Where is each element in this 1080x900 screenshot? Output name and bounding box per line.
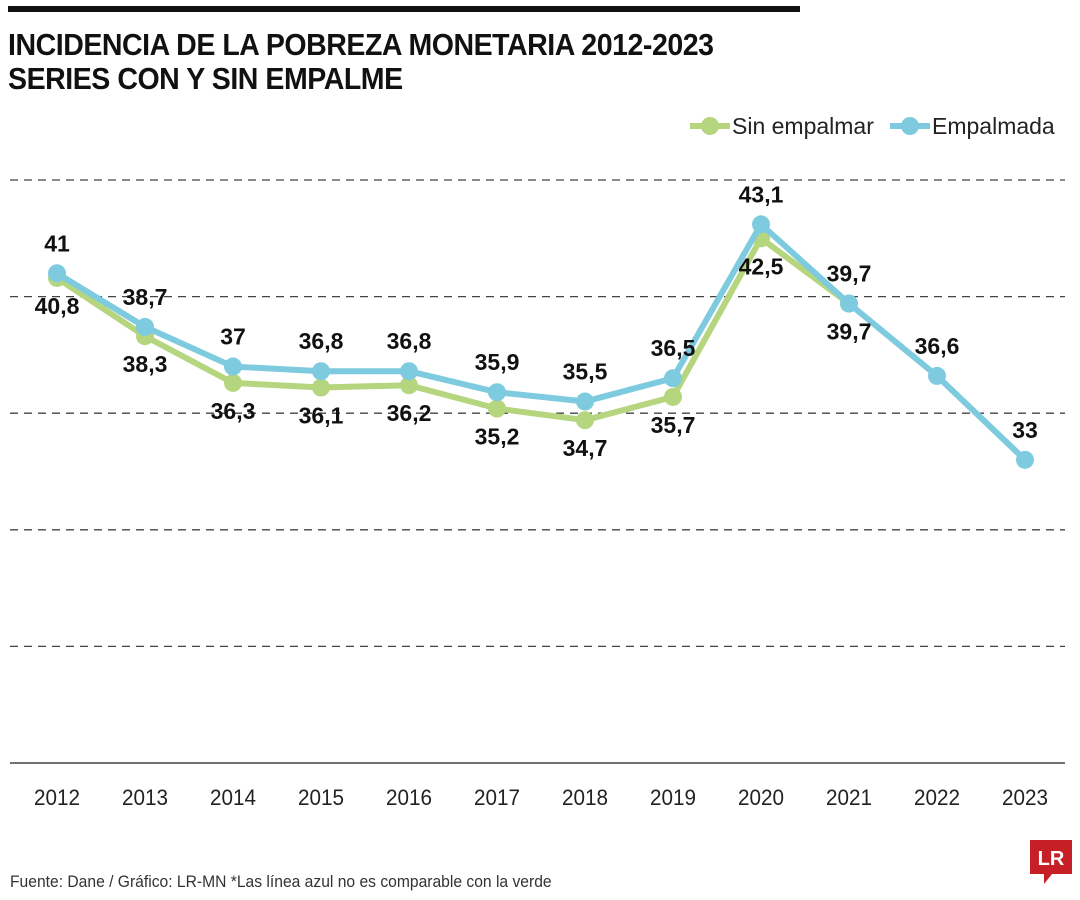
- data-label: 40,8: [35, 293, 80, 319]
- data-point: [928, 367, 946, 385]
- x-tick-label: 2021: [826, 785, 872, 810]
- data-label: 38,3: [123, 351, 168, 377]
- x-tick-label: 2023: [1002, 785, 1048, 810]
- data-point: [1016, 451, 1034, 469]
- legend-label: Sin empalmar: [732, 113, 874, 139]
- data-point: [664, 369, 682, 387]
- x-tick-label: 2012: [34, 785, 80, 810]
- data-point: [576, 411, 594, 429]
- x-tick-label: 2022: [914, 785, 960, 810]
- legend: Sin empalmar Empalmada: [690, 113, 1055, 139]
- data-label: 34,7: [563, 435, 608, 461]
- data-point: [312, 379, 330, 397]
- gridlines: [10, 180, 1065, 763]
- data-point: [576, 393, 594, 411]
- x-tick-label: 2016: [386, 785, 432, 810]
- data-point: [224, 358, 242, 376]
- data-label: 35,5: [563, 359, 608, 385]
- data-label: 39,7: [827, 319, 872, 345]
- legend-swatch-dot: [701, 117, 719, 135]
- data-point: [488, 383, 506, 401]
- data-label: 36,8: [387, 328, 432, 354]
- data-point: [488, 400, 506, 418]
- data-label: 36,2: [387, 400, 432, 426]
- x-tick-label: 2017: [474, 785, 520, 810]
- data-label: 37: [220, 324, 246, 350]
- x-tick-label: 2015: [298, 785, 344, 810]
- data-point: [840, 295, 858, 313]
- data-label: 43,1: [739, 181, 784, 207]
- series-lines: [48, 215, 1034, 469]
- data-label: 38,7: [123, 284, 168, 310]
- data-label: 42,5: [739, 253, 784, 279]
- legend-swatch-dot: [901, 117, 919, 135]
- x-tick-label: 2013: [122, 785, 168, 810]
- data-point: [752, 215, 770, 233]
- data-label: 35,7: [651, 412, 696, 438]
- x-tick-label: 2019: [650, 785, 696, 810]
- data-label: 41: [44, 230, 70, 256]
- data-label: 36,6: [915, 333, 960, 359]
- source-footer: Fuente: Dane / Gráfico: LR-MN *Las línea…: [10, 872, 552, 892]
- svg-text:LR: LR: [1038, 848, 1065, 870]
- data-point: [312, 362, 330, 380]
- x-tick-label: 2020: [738, 785, 784, 810]
- data-label: 39,7: [827, 261, 872, 287]
- data-label: 36,3: [211, 398, 256, 424]
- data-point: [224, 374, 242, 392]
- data-label: 36,1: [299, 403, 344, 429]
- lr-logo: LR: [1030, 840, 1072, 886]
- data-point: [400, 362, 418, 380]
- data-label: 35,2: [475, 424, 520, 450]
- data-label: 35,9: [475, 349, 520, 375]
- data-point: [48, 264, 66, 282]
- x-tick-label: 2014: [210, 785, 256, 810]
- x-tick-label: 2018: [562, 785, 608, 810]
- legend-label: Empalmada: [932, 113, 1055, 139]
- data-label: 36,5: [651, 335, 696, 361]
- data-label: 36,8: [299, 328, 344, 354]
- x-axis-ticks: 2012 2013 2014 2015 2016 2017 2018 2019 2020 2021…: [34, 785, 1048, 810]
- data-labels: 40,8 38,3 36,3 36,1 36,2 35,2 34,7 35,7 42,5 39,7…: [35, 181, 1038, 461]
- series-line-sin-empalmar: [57, 238, 849, 420]
- series-line-empalmada: [57, 224, 1025, 460]
- data-point: [136, 318, 154, 336]
- data-label: 33: [1012, 417, 1038, 443]
- data-point: [664, 388, 682, 406]
- line-chart: Sin empalmar Empalmada 40,8 38,3 36,3 36,1 36…: [0, 0, 1080, 860]
